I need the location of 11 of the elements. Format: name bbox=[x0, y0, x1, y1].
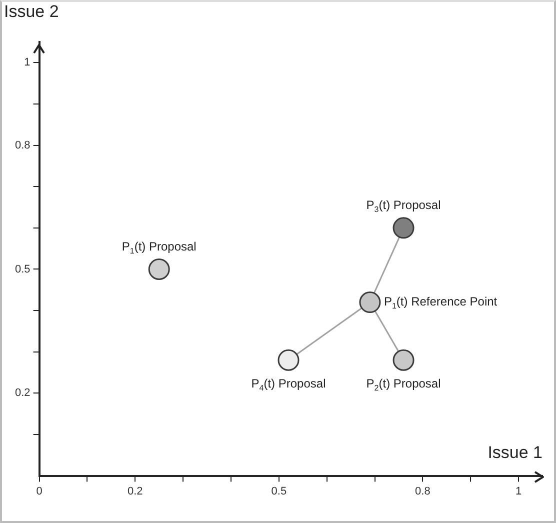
y-axis-title: Issue 2 bbox=[4, 2, 59, 22]
x-tick-label: 1 bbox=[515, 485, 522, 498]
x-tick-label: 0.8 bbox=[415, 485, 430, 498]
y-tick-label: 0.5 bbox=[14, 263, 30, 276]
y-tick-label: 1 bbox=[24, 56, 30, 69]
x-tick-label: 0.2 bbox=[127, 485, 143, 498]
x-axis-title: Issue 1 bbox=[488, 442, 542, 462]
y-tick-label: 0.2 bbox=[14, 387, 30, 400]
x-tick-label: 0 bbox=[36, 485, 42, 498]
y-tick-label: 0.8 bbox=[14, 139, 30, 152]
x-tick-label: 0.5 bbox=[271, 485, 287, 498]
